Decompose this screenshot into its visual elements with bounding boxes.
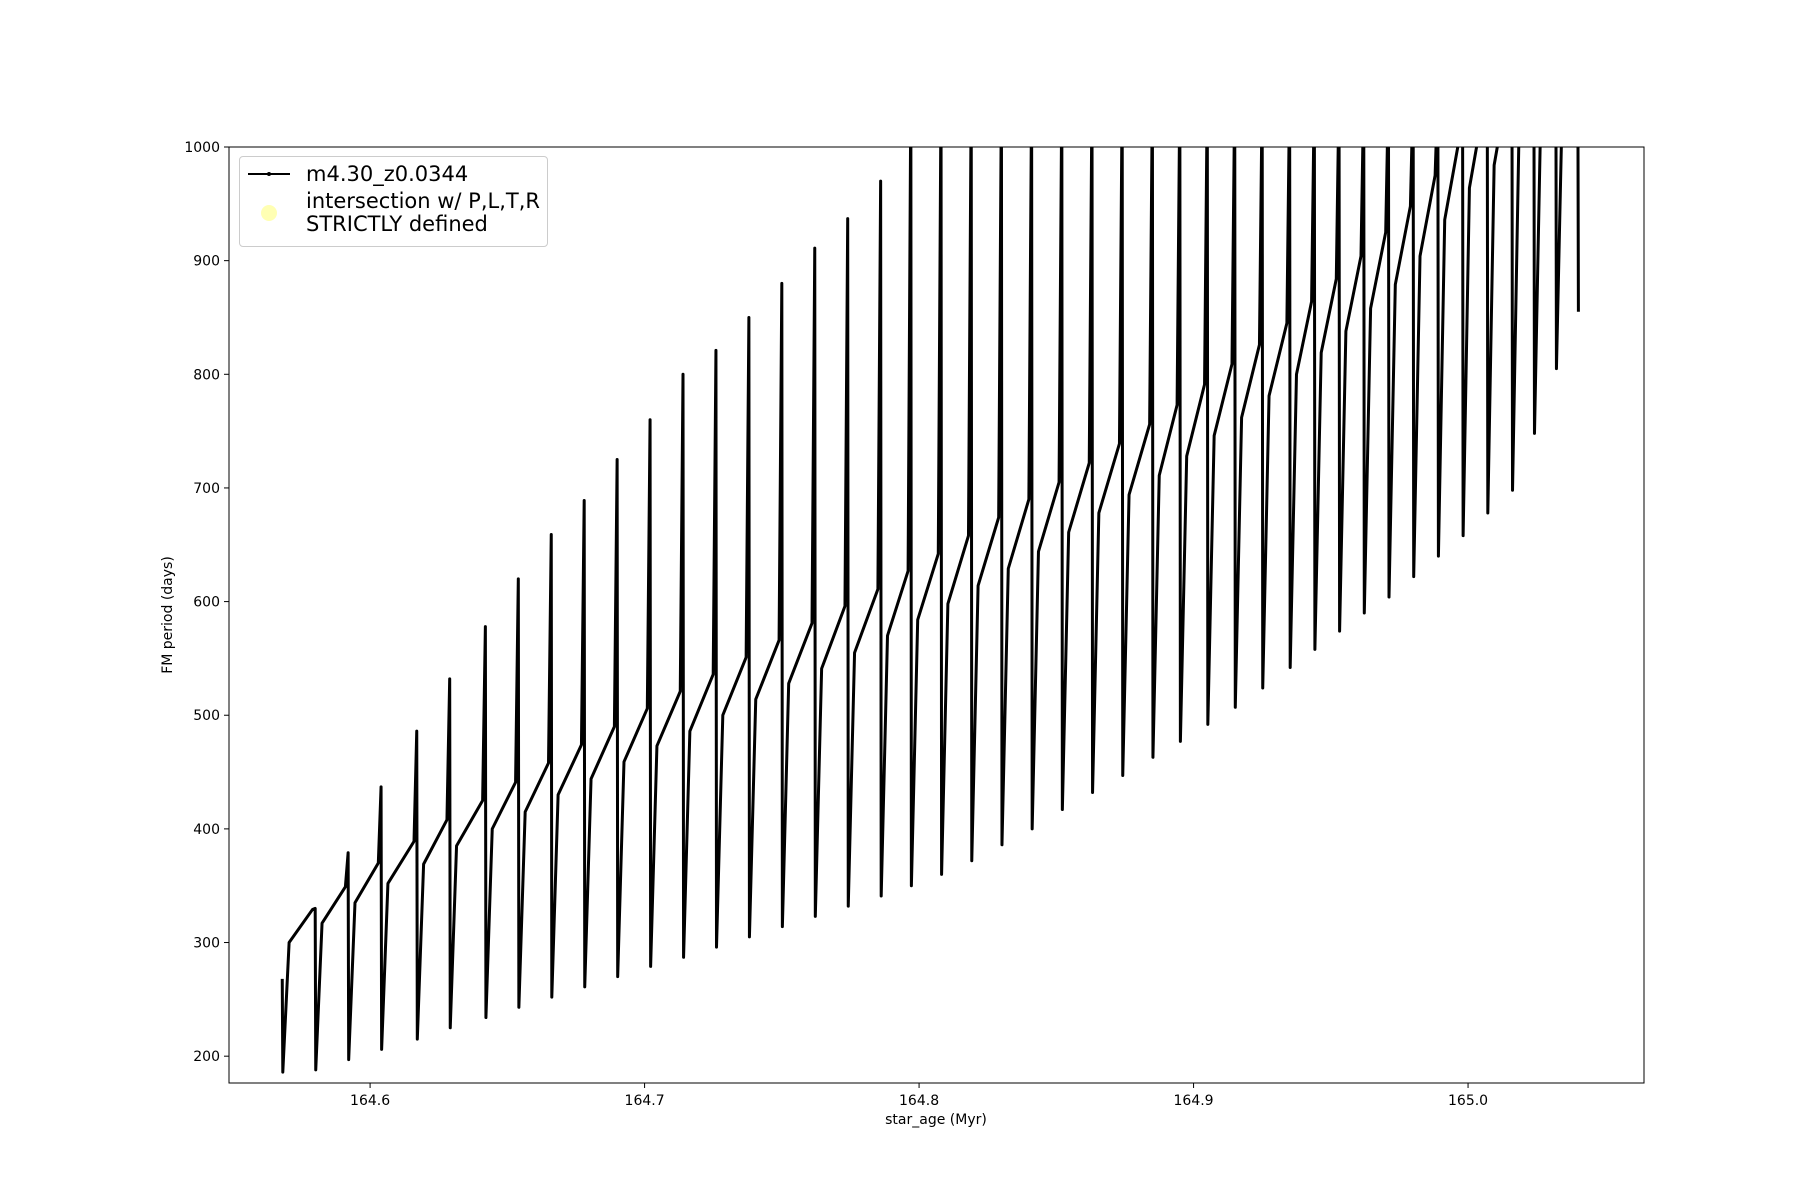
legend-swatch [261,205,277,221]
y-axis-label: FM period (days) [160,556,176,674]
series-line [280,147,1580,1074]
plot-area [280,147,1580,1074]
y-tick-label: 200 [193,1049,220,1065]
x-tick-label: 164.6 [350,1093,390,1109]
legend-label: m4.30_z0.0344 [306,161,469,186]
x-tick-label: 165.0 [1448,1093,1488,1109]
y-tick-label: 1000 [184,140,220,156]
legend-label: intersection w/ P,L,T,R STRICTLY defined [306,189,540,236]
legend: m4.30_z0.0344 intersection w/ P,L,T,R STR… [239,156,548,247]
legend-entry: m4.30_z0.0344 [240,161,468,187]
x-tick-label: 164.7 [625,1093,665,1109]
y-tick-label: 800 [193,367,220,383]
legend-swatch [248,172,290,176]
x-axis-label: star_age (Myr) [885,1112,987,1128]
y-tick-label: 400 [193,822,220,838]
y-tick-label: 700 [193,481,220,497]
y-tick-label: 900 [193,254,220,270]
y-tick-label: 300 [193,936,220,952]
legend-entry: intersection w/ P,L,T,R STRICTLY defined [240,190,540,236]
x-tick-label: 164.8 [899,1093,939,1109]
y-tick-label: 600 [193,595,220,611]
legend-marker [261,205,277,221]
legend-marker [267,172,271,176]
x-tick-label: 164.9 [1174,1093,1214,1109]
y-tick-label: 500 [193,708,220,724]
plot-frame [228,146,1645,1084]
